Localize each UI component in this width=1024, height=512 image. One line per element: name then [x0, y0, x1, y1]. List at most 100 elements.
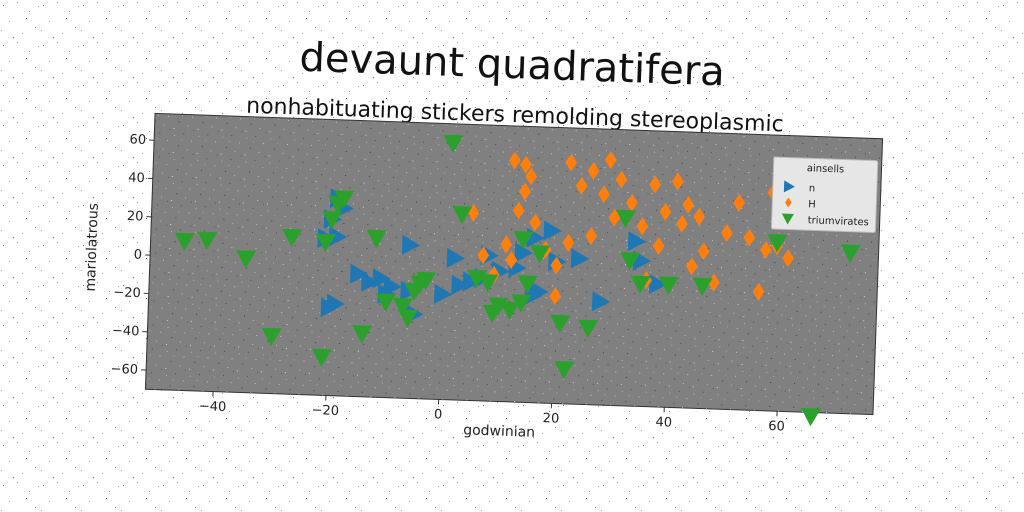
point-h-22 [659, 202, 672, 221]
point-h-21 [649, 175, 661, 194]
x-tick-label: 60 [768, 419, 785, 435]
point-n-5 [401, 234, 421, 255]
point-h-24 [682, 195, 695, 214]
point-h-23 [671, 172, 684, 191]
point-triumvirates-25 [511, 294, 532, 313]
point-h-2 [525, 167, 538, 186]
point-triumvirates-27 [513, 231, 534, 250]
point-h-12 [550, 256, 563, 275]
point-n-30 [627, 231, 647, 252]
y-tick-label: −60 [110, 362, 138, 378]
x-tick-label: 40 [655, 415, 672, 431]
legend-label-h: H [808, 199, 816, 210]
point-h-33 [782, 249, 794, 268]
point-triumvirates-36 [692, 277, 713, 296]
point-n-22 [514, 242, 533, 263]
point-n-26 [570, 248, 590, 269]
point-h-29 [733, 193, 746, 212]
point-n-16 [462, 271, 482, 292]
point-n-4 [328, 226, 348, 247]
point-h-1 [520, 155, 532, 174]
x-tick-label: −40 [199, 399, 227, 415]
point-h-40 [562, 233, 575, 252]
x-tick-label: 20 [542, 411, 559, 427]
point-h-15 [587, 161, 600, 180]
legend-box [770, 156, 879, 234]
point-triumvirates-2 [236, 250, 257, 269]
point-triumvirates-5 [322, 210, 343, 230]
y-tick-label: 0 [134, 248, 143, 263]
y-ticks: −60 −40 −20 0 20 40 60 [110, 132, 155, 378]
point-triumvirates-14 [397, 309, 418, 328]
point-triumvirates-34 [630, 275, 651, 294]
y-tick-label: −20 [113, 285, 141, 301]
legend-marker-n [783, 180, 795, 193]
point-triumvirates-37 [801, 407, 822, 427]
x-tick-label: 0 [434, 407, 443, 422]
point-h-34 [752, 282, 765, 301]
legend-label-n: n [809, 183, 816, 194]
y-tick-label: 20 [127, 209, 144, 225]
point-triumvirates-10 [311, 348, 332, 368]
x-ticks: −40 −20 0 20 40 60 [199, 391, 785, 435]
point-triumvirates-1 [197, 231, 218, 250]
point-h-39 [585, 227, 598, 246]
point-h-13 [565, 153, 578, 172]
point-triumvirates-35 [658, 276, 679, 295]
point-triumvirates-3 [282, 228, 303, 248]
point-h-42 [685, 257, 698, 276]
point-h-6 [505, 251, 518, 270]
legend-label-triumvirates: triumvirates [807, 215, 868, 228]
point-n-29 [591, 291, 611, 312]
point-h-16 [598, 185, 610, 204]
legend-marker-triumvirates [781, 213, 794, 225]
point-n-8 [361, 271, 380, 292]
point-triumvirates-19 [452, 205, 473, 225]
point-triumvirates-32 [616, 209, 636, 229]
point-n-6 [350, 263, 369, 284]
point-h-5 [500, 235, 513, 254]
y-tick-label: −40 [112, 324, 140, 340]
point-triumvirates-21 [478, 273, 499, 293]
point-h-18 [615, 170, 628, 189]
point-triumvirates-17 [416, 271, 437, 291]
point-h-38 [608, 208, 621, 227]
legend-marker-h [785, 197, 792, 208]
data-marks [174, 134, 861, 427]
point-h-26 [697, 242, 710, 261]
point-h-8 [477, 246, 490, 265]
point-triumvirates-39 [767, 234, 788, 253]
point-h-27 [707, 273, 720, 292]
point-h-28 [720, 224, 733, 243]
point-triumvirates-8 [366, 229, 387, 249]
point-h-31 [759, 240, 772, 259]
point-triumvirates-29 [550, 314, 571, 334]
legend-title: ainsells [807, 163, 845, 175]
point-triumvirates-4 [315, 233, 336, 253]
point-n-15 [451, 274, 470, 295]
point-h-25 [693, 207, 706, 226]
point-h-37 [652, 237, 665, 256]
point-triumvirates-31 [578, 319, 599, 338]
point-triumvirates-28 [530, 245, 551, 264]
point-triumvirates-13 [392, 297, 413, 317]
point-h-41 [549, 287, 562, 306]
point-triumvirates-24 [499, 301, 520, 320]
point-triumvirates-26 [517, 275, 538, 294]
plot-area: −40 −20 0 20 40 60 −60 −40 −20 0 20 40 60 godwinian… [83, 112, 884, 441]
point-h-14 [575, 176, 588, 195]
point-h-10 [529, 213, 542, 232]
point-h-17 [604, 150, 617, 169]
point-h-20 [636, 217, 649, 236]
point-triumvirates-18 [443, 134, 464, 153]
point-h-4 [512, 201, 525, 220]
point-triumvirates-12 [375, 293, 396, 312]
point-n-18 [446, 247, 465, 268]
point-h-36 [676, 214, 688, 233]
point-h-9 [467, 203, 480, 222]
y-tick-label: 60 [129, 132, 146, 148]
point-h-0 [508, 151, 521, 170]
point-triumvirates-30 [554, 360, 575, 380]
